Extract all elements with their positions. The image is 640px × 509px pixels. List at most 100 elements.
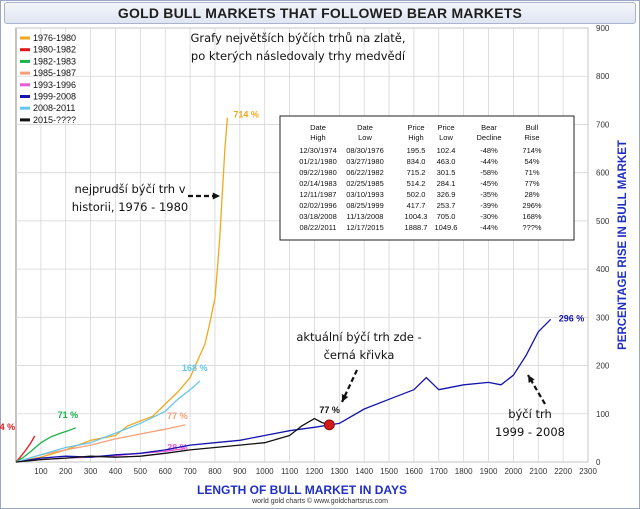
table-header: Date [357, 123, 373, 132]
series-line-2008-2011 [15, 380, 201, 463]
table-cell: -58% [480, 168, 498, 177]
table-cell: -48% [480, 146, 498, 155]
y-tick-label: 600 [596, 169, 610, 178]
plot-area [15, 27, 589, 463]
table-cell: ???% [522, 223, 542, 232]
arrow-steepest-head [212, 192, 220, 200]
y-tick-label: 800 [596, 72, 610, 81]
table-cell: 77% [524, 179, 539, 188]
y-tick-label: 200 [596, 362, 610, 371]
table-cell: 06/22/1982 [346, 168, 384, 177]
table-cell: 195.5 [407, 146, 426, 155]
x-tick-label: 2100 [529, 467, 547, 476]
table-cell: -45% [480, 179, 498, 188]
table-cell: 03/18/2008 [299, 212, 337, 221]
legend-label: 1999-2008 [33, 92, 76, 102]
x-tick-label: 2000 [504, 467, 522, 476]
table-header: Price [437, 123, 454, 132]
y-tick-label: 400 [596, 265, 610, 274]
table-cell: 715.2 [407, 168, 426, 177]
series-line-1982-1983 [15, 427, 76, 463]
table-cell: 502.0 [407, 190, 426, 199]
table-cell: 253.7 [437, 201, 456, 210]
table-cell: 01/21/1980 [299, 157, 337, 166]
x-tick-label: 800 [208, 467, 222, 476]
table-header: Price [407, 123, 424, 132]
series-end-label: 77 % [319, 405, 340, 415]
table-cell: 71% [524, 168, 539, 177]
x-tick-label: 2300 [579, 467, 597, 476]
table-cell: 11/13/2008 [347, 212, 384, 221]
table-header: High [408, 133, 423, 142]
annotation-title-line: Grafy největších býčích trhů na zlatě, [190, 31, 405, 45]
x-tick-label: 1900 [480, 467, 498, 476]
annotation-1999-2008-line: 1999 - 2008 [495, 425, 565, 439]
table-cell: 463.0 [437, 157, 456, 166]
x-tick-label: 900 [233, 467, 247, 476]
x-tick-label: 1400 [355, 467, 373, 476]
y-axis-title: PERCENTAGE RISE IN BULL MARKET [617, 140, 629, 350]
x-tick-label: 1200 [306, 467, 324, 476]
table-cell: 714% [522, 146, 542, 155]
table-cell: 301.5 [437, 168, 456, 177]
table-cell: -44% [480, 157, 498, 166]
table-cell: 168% [522, 212, 542, 221]
legend-label: 1976-1980 [33, 33, 76, 43]
arrow-current [341, 369, 358, 403]
table-cell: 1004.3 [405, 212, 428, 221]
legend-label: 1982-1983 [33, 56, 76, 66]
table-header: Low [358, 133, 372, 142]
series-end-label: 77 % [167, 411, 188, 421]
x-tick-label: 1100 [281, 467, 299, 476]
table-header: Low [439, 133, 453, 142]
table-cell: 705.0 [437, 212, 456, 221]
legend-label: 1993-1996 [33, 80, 76, 90]
table-cell: 03/10/1993 [346, 190, 384, 199]
table-cell: -44% [480, 223, 498, 232]
x-tick-label: 200 [59, 467, 73, 476]
series-end-label: 714 % [233, 110, 259, 120]
x-tick-label: 2200 [554, 467, 572, 476]
table-header: Bear [481, 123, 497, 132]
table-cell: 1888.7 [405, 223, 428, 232]
annotation-title-line: po kterých následovaly trhy medvědí [191, 49, 406, 63]
x-tick-label: 1300 [330, 467, 348, 476]
legend-label: 1985-1987 [33, 68, 76, 78]
legend-label: 1980-1982 [33, 45, 76, 55]
y-tick-label: 300 [596, 313, 610, 322]
x-tick-label: 400 [109, 467, 123, 476]
table-header: High [310, 133, 325, 142]
x-tick-label: 1500 [380, 467, 398, 476]
data-table-box [279, 115, 575, 241]
legend-label: 2015-???? [33, 115, 76, 125]
table-cell: 08/25/1999 [346, 201, 384, 210]
x-tick-label: 600 [159, 467, 173, 476]
series-line-2015-???? [15, 417, 330, 463]
table-header: Bull [526, 123, 539, 132]
table-cell: 834.0 [407, 157, 426, 166]
table-header: Date [310, 123, 326, 132]
table-cell: 28% [524, 190, 539, 199]
y-tick-label: 0 [596, 458, 601, 467]
x-tick-label: 1600 [405, 467, 423, 476]
y-tick-label: 500 [596, 217, 610, 226]
series-end-label: 71 % [58, 410, 79, 420]
table-cell: 02/25/1985 [346, 179, 384, 188]
y-tick-label: 100 [596, 410, 610, 419]
series-line-1980-1982 [15, 435, 36, 463]
series-line-1976-1980 [15, 117, 229, 463]
annotation-current-line: aktuální býčí trh zde - [296, 330, 421, 344]
annotation-steepest-line: historii, 1976 - 1980 [72, 200, 188, 214]
annotation-1999-2008-line: býčí trh [508, 407, 552, 421]
x-tick-label: 500 [134, 467, 148, 476]
table-cell: -35% [480, 190, 498, 199]
series-end-label: 54 % [0, 422, 15, 432]
table-cell: 296% [522, 201, 542, 210]
series-end-label: 296 % [559, 313, 585, 323]
table-cell: 326.9 [437, 190, 456, 199]
table-cell: 12/11/1987 [300, 190, 337, 199]
table-cell: 03/27/1980 [346, 157, 384, 166]
x-tick-label: 700 [183, 467, 197, 476]
annotation-current-line: černá křivka [324, 348, 395, 362]
